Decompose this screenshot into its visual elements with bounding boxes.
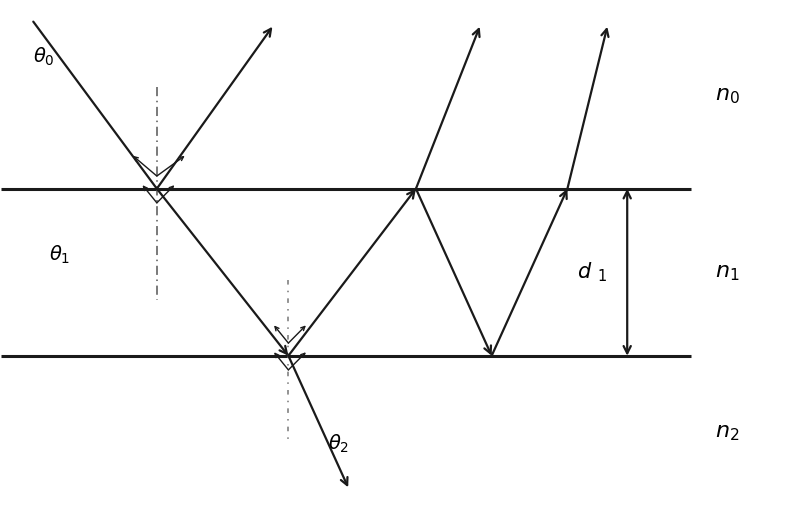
Text: $\theta_0$: $\theta_0$: [34, 46, 55, 68]
Text: $n_1$: $n_1$: [715, 261, 739, 283]
Text: $d\ _1$: $d\ _1$: [577, 261, 607, 284]
Text: $n_0$: $n_0$: [715, 84, 740, 106]
Text: $\theta_1$: $\theta_1$: [50, 243, 70, 266]
Text: $\theta_2$: $\theta_2$: [328, 433, 350, 456]
Text: $n_2$: $n_2$: [715, 420, 739, 443]
